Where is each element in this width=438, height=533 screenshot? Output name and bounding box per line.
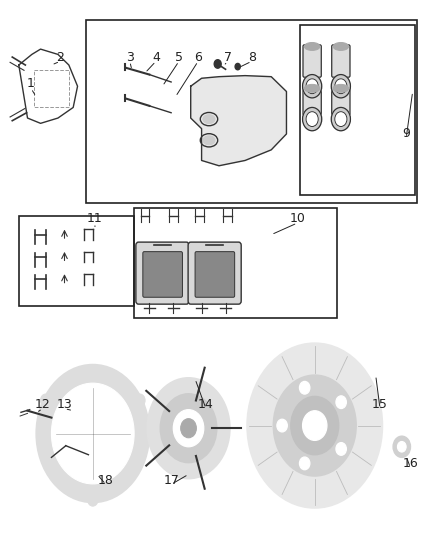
- Circle shape: [335, 112, 347, 126]
- Circle shape: [273, 375, 356, 476]
- Bar: [134, 208, 336, 318]
- Text: 2: 2: [56, 51, 64, 63]
- Circle shape: [121, 428, 130, 439]
- Circle shape: [51, 383, 134, 484]
- Text: 18: 18: [98, 474, 114, 487]
- Circle shape: [331, 75, 350, 98]
- Ellipse shape: [304, 84, 320, 92]
- Circle shape: [36, 365, 149, 503]
- Circle shape: [306, 112, 318, 126]
- Circle shape: [235, 63, 240, 70]
- Text: 5: 5: [175, 51, 183, 63]
- Text: 14: 14: [198, 398, 214, 411]
- Circle shape: [105, 463, 113, 473]
- FancyBboxPatch shape: [303, 45, 321, 77]
- Circle shape: [300, 382, 310, 394]
- Ellipse shape: [203, 115, 215, 124]
- Text: 4: 4: [152, 51, 160, 63]
- Text: 9: 9: [402, 127, 410, 140]
- FancyBboxPatch shape: [195, 252, 235, 297]
- Circle shape: [335, 79, 347, 94]
- Circle shape: [56, 428, 64, 439]
- Bar: [300, 25, 415, 195]
- FancyBboxPatch shape: [143, 252, 183, 297]
- Bar: [86, 20, 417, 203]
- Circle shape: [331, 108, 350, 131]
- Bar: [19, 216, 134, 306]
- Circle shape: [397, 441, 406, 452]
- Text: 7: 7: [224, 51, 232, 63]
- FancyBboxPatch shape: [188, 242, 241, 304]
- FancyBboxPatch shape: [332, 45, 350, 77]
- Text: 8: 8: [247, 51, 256, 63]
- Ellipse shape: [203, 136, 215, 145]
- Polygon shape: [191, 76, 286, 166]
- Text: 11: 11: [87, 212, 103, 225]
- Circle shape: [303, 75, 322, 98]
- Text: 1: 1: [27, 77, 35, 90]
- FancyBboxPatch shape: [332, 87, 350, 115]
- Circle shape: [160, 394, 217, 463]
- Circle shape: [147, 378, 230, 479]
- Ellipse shape: [333, 84, 349, 92]
- Circle shape: [247, 343, 382, 508]
- Text: 3: 3: [126, 51, 134, 63]
- Text: 12: 12: [35, 398, 51, 411]
- Text: 17: 17: [163, 474, 179, 487]
- Circle shape: [173, 410, 204, 447]
- Circle shape: [214, 60, 221, 68]
- FancyBboxPatch shape: [303, 87, 321, 115]
- Circle shape: [303, 411, 327, 440]
- Circle shape: [306, 79, 318, 94]
- Circle shape: [72, 463, 81, 473]
- Circle shape: [40, 394, 51, 407]
- Circle shape: [134, 394, 145, 407]
- Circle shape: [72, 394, 81, 405]
- Text: 15: 15: [372, 398, 388, 411]
- Circle shape: [336, 442, 346, 455]
- Circle shape: [105, 394, 113, 405]
- Text: 16: 16: [403, 457, 418, 470]
- Text: 13: 13: [57, 398, 72, 411]
- Circle shape: [393, 436, 410, 457]
- Ellipse shape: [333, 43, 349, 51]
- FancyBboxPatch shape: [136, 242, 189, 304]
- Circle shape: [277, 419, 287, 432]
- Circle shape: [303, 108, 322, 131]
- Ellipse shape: [304, 43, 320, 51]
- Circle shape: [88, 494, 98, 506]
- Circle shape: [291, 397, 339, 455]
- Text: 6: 6: [194, 51, 202, 63]
- Circle shape: [336, 396, 346, 409]
- Text: 10: 10: [290, 212, 305, 225]
- Circle shape: [181, 419, 196, 438]
- Circle shape: [300, 457, 310, 470]
